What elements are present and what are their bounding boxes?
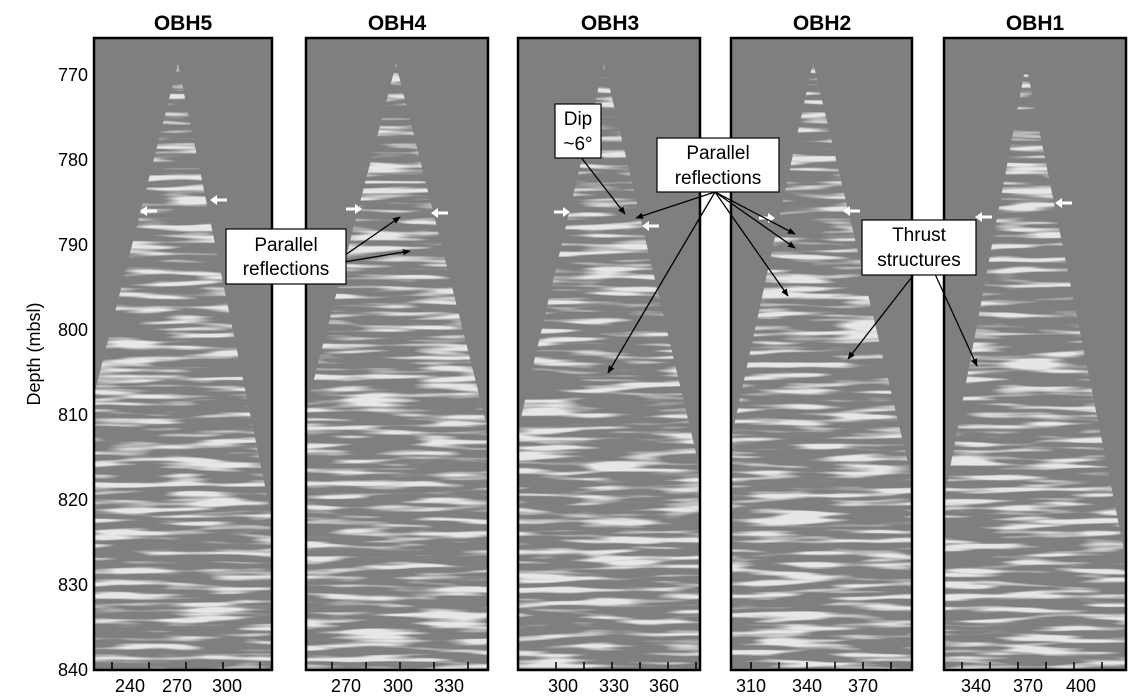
y-axis-label: Depth (mbsl) <box>24 302 44 405</box>
panel-obh4: OBH4 270 300 330 <box>304 12 490 696</box>
x-tick-label: 300 <box>548 676 578 696</box>
panel-title: OBH5 <box>154 12 213 35</box>
panel-frame <box>942 36 1128 672</box>
panel-frame <box>92 36 274 672</box>
panel-obh2: OBH2 310 340 370 <box>729 12 914 696</box>
seismic-cone <box>944 64 1126 670</box>
seismic-cone <box>731 62 912 670</box>
x-tick-label: 400 <box>1066 676 1096 696</box>
white-marker-arrow <box>554 207 570 217</box>
panel-obh3: OBH3 300 330 360 <box>516 12 702 696</box>
x-tick-label: 330 <box>599 676 629 696</box>
x-tick-label: 370 <box>848 676 878 696</box>
white-marker-arrow <box>759 213 775 223</box>
panel-frame <box>516 36 702 672</box>
x-tick-label: 240 <box>115 676 145 696</box>
x-tick-label: 370 <box>1013 676 1043 696</box>
x-tick-label: 300 <box>212 676 242 696</box>
x-tick-marks <box>331 662 469 670</box>
x-tick-marks <box>961 662 1103 670</box>
panel-title: OBH4 <box>368 12 427 35</box>
x-tick-label: 330 <box>434 676 464 696</box>
svg-text:Parallel: Parallel <box>254 235 317 256</box>
white-marker-arrow <box>346 204 362 214</box>
white-marker-arrow <box>975 212 992 222</box>
x-tick-label: 270 <box>331 676 361 696</box>
x-tick-label: 340 <box>961 676 991 696</box>
svg-text:Dip: Dip <box>564 109 593 130</box>
y-axis-ticks: 770 780 790 800 810 820 830 840 <box>58 65 102 680</box>
white-marker-arrow <box>843 206 860 216</box>
panel-obh5: OBH5 240 270 300 <box>92 12 274 696</box>
panel-title: OBH2 <box>793 12 851 35</box>
annotation-parallel-reflections-right: Parallel reflections <box>656 137 780 193</box>
y-tick-label: 810 <box>58 405 88 425</box>
seismic-cone <box>306 64 488 670</box>
panel-obh1: OBH1 340 370 400 <box>942 12 1128 696</box>
y-tick-label: 820 <box>58 490 88 510</box>
svg-text:reflections: reflections <box>243 259 330 280</box>
x-tick-marks <box>555 662 697 670</box>
x-tick-label: 300 <box>383 676 413 696</box>
x-tick-marks <box>111 662 261 670</box>
y-tick-label: 800 <box>58 320 88 340</box>
annotation-dip: Dip ~6° <box>554 103 602 159</box>
white-marker-arrow <box>642 221 659 231</box>
svg-text:reflections: reflections <box>675 168 762 189</box>
svg-text:Thrust: Thrust <box>892 225 947 246</box>
svg-text:Parallel: Parallel <box>686 143 749 164</box>
panel-frame <box>729 36 914 672</box>
x-tick-label: 360 <box>649 676 679 696</box>
x-tick-marks <box>750 662 892 670</box>
annotation-thrust-structures: Thrust structures <box>861 219 977 276</box>
x-tick-label: 270 <box>162 676 192 696</box>
y-tick-label: 780 <box>58 150 88 170</box>
seismic-cone <box>94 64 272 670</box>
panel-title: OBH1 <box>1006 12 1065 35</box>
white-marker-arrow <box>431 208 448 218</box>
x-tick-label: 340 <box>792 676 822 696</box>
x-tick-label: 310 <box>736 676 766 696</box>
y-tick-label: 830 <box>58 575 88 595</box>
svg-text:structures: structures <box>877 250 960 271</box>
white-marker-arrow <box>140 206 157 216</box>
panel-title: OBH3 <box>581 12 639 35</box>
white-marker-arrow <box>1055 198 1072 208</box>
y-tick-label: 770 <box>58 65 88 85</box>
annotation-arrows <box>337 155 978 374</box>
annotation-parallel-reflections-left: Parallel reflections <box>225 228 347 285</box>
svg-text:~6°: ~6° <box>563 134 592 155</box>
y-tick-label: 840 <box>58 660 88 680</box>
white-marker-arrow <box>210 195 227 205</box>
y-tick-label: 790 <box>58 235 88 255</box>
panel-frame <box>304 36 490 672</box>
